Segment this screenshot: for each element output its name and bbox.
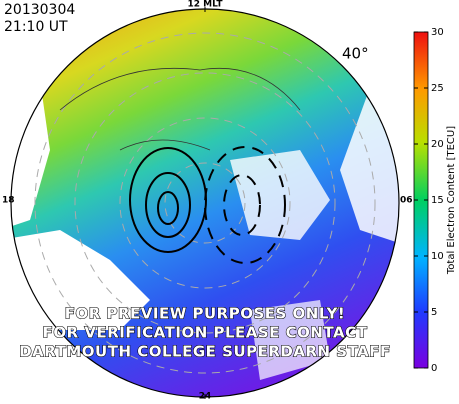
watermark-line: FOR PREVIEW PURPOSES ONLY!	[65, 305, 346, 323]
date: 20130304	[4, 2, 75, 18]
latitude-label: 40°	[342, 45, 369, 63]
colorbar-ticks: 0 5 10 15 20 25 30	[414, 27, 444, 374]
colorbar-label: Total Electron Content [TECU]	[446, 126, 457, 275]
right-label: 06	[400, 196, 413, 206]
colorbar-tick-label: 5	[431, 307, 437, 318]
tec-map	[11, 9, 399, 397]
bottom-label: 24	[199, 392, 212, 401]
watermark-line: DARTMOUTH COLLEGE SUPERDARN STAFF	[19, 343, 391, 361]
watermark-line: FOR VERIFICATION PLEASE CONTACT	[43, 324, 368, 342]
colorbar-tick-label: 0	[431, 363, 437, 374]
time: 21:10 UT	[4, 19, 68, 35]
colorbar-tick-label: 20	[431, 139, 444, 150]
colorbar-tick-label: 25	[431, 83, 444, 94]
colorbar-tick-label: 30	[431, 27, 444, 38]
colorbar-tick-label: 15	[431, 195, 444, 206]
colorbar-tick-label: 10	[431, 251, 444, 262]
watermark: FOR PREVIEW PURPOSES ONLY! FOR VERIFICAT…	[19, 304, 391, 361]
top-label: 12 MLT	[188, 0, 224, 10]
left-label: 18	[2, 196, 15, 206]
